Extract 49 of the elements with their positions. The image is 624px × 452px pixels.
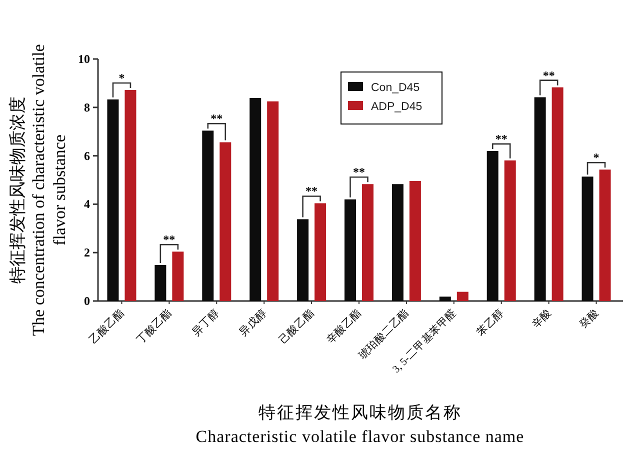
bar bbox=[124, 90, 136, 301]
bar bbox=[599, 170, 611, 301]
bar bbox=[486, 150, 498, 301]
bar bbox=[582, 176, 594, 301]
y-tick-label: 10 bbox=[78, 52, 90, 66]
bar bbox=[297, 219, 309, 301]
annotation: ** bbox=[542, 68, 555, 82]
y-tick-label: 2 bbox=[84, 246, 90, 260]
bar bbox=[362, 184, 374, 301]
bar bbox=[409, 180, 421, 301]
x-tick-label: 异戊醇 bbox=[236, 306, 270, 338]
bar bbox=[220, 142, 232, 301]
bar bbox=[250, 98, 262, 301]
x-tick-label: 辛酸 bbox=[529, 306, 554, 331]
annotation: ** bbox=[353, 165, 365, 180]
y-tick-label: 8 bbox=[84, 100, 90, 114]
bar bbox=[154, 264, 166, 301]
bar bbox=[504, 160, 516, 301]
bar bbox=[552, 87, 564, 301]
bar bbox=[107, 99, 119, 301]
legend-label: ADP_D45 bbox=[371, 101, 422, 113]
bar bbox=[392, 184, 404, 301]
x-tick-label: 乙酸乙酯 bbox=[87, 306, 127, 346]
x-tick-label: 苯乙醇 bbox=[474, 306, 506, 338]
y-axis-title: 特征挥发性风味物质浓度 The concentration of characteristic volatile flavor substance bbox=[8, 44, 69, 336]
x-axis-title: 特征挥发性风味物质名称 Characteristic volatile flavor substance name bbox=[196, 403, 524, 446]
bar bbox=[172, 252, 184, 301]
bar bbox=[314, 203, 326, 301]
y-tick-label: 6 bbox=[84, 148, 90, 163]
y-tick-label: 4 bbox=[84, 197, 90, 212]
annotation: * bbox=[118, 70, 125, 85]
annotation: ** bbox=[163, 232, 176, 247]
bar bbox=[267, 101, 279, 301]
annotation: * bbox=[593, 150, 600, 165]
bar bbox=[534, 97, 546, 301]
bar bbox=[456, 292, 468, 301]
x-tick-label: 辛酸乙酯 bbox=[324, 306, 364, 346]
annotation: ** bbox=[495, 132, 508, 146]
bar bbox=[439, 296, 451, 301]
bar bbox=[344, 199, 356, 301]
y-tick-label: 0 bbox=[84, 294, 90, 308]
annotation: ** bbox=[306, 184, 318, 198]
x-tick-label: 己酸乙酯 bbox=[277, 306, 317, 346]
x-tick-label: 异丁醇 bbox=[189, 306, 222, 338]
x-tick-label: 丁酸乙酯 bbox=[134, 306, 174, 346]
x-tick-label: 癸酸 bbox=[577, 306, 602, 331]
legend-label: Con_D45 bbox=[371, 82, 420, 94]
annotation: ** bbox=[210, 112, 223, 126]
bar bbox=[202, 130, 214, 301]
